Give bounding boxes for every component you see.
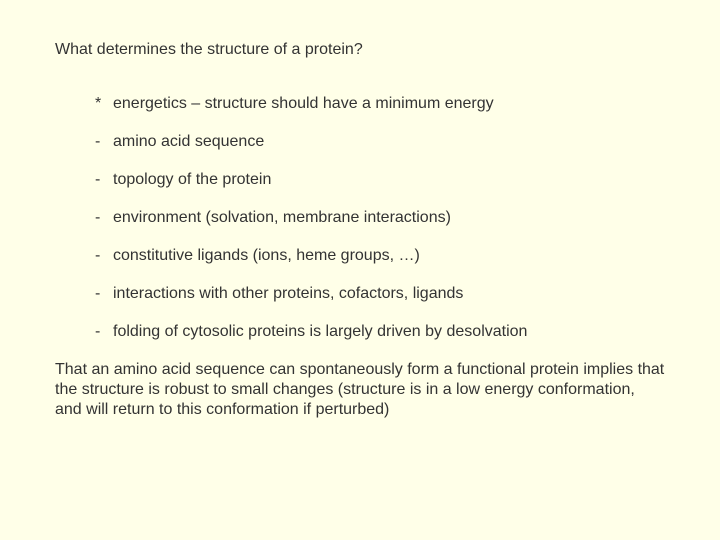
list-item: - folding of cytosolic proteins is large…	[95, 322, 665, 342]
list-text: amino acid sequence	[113, 132, 665, 152]
list-item: * energetics – structure should have a m…	[95, 94, 665, 114]
list-item: - interactions with other proteins, cofa…	[95, 284, 665, 304]
list-item: - environment (solvation, membrane inter…	[95, 208, 665, 228]
list-marker: -	[95, 246, 113, 266]
list-item: - topology of the protein	[95, 170, 665, 190]
list-text: interactions with other proteins, cofact…	[113, 284, 665, 304]
list-text: energetics – structure should have a min…	[113, 94, 665, 114]
bullet-list: * energetics – structure should have a m…	[55, 94, 665, 342]
list-marker: *	[95, 94, 113, 114]
list-text: folding of cytosolic proteins is largely…	[113, 322, 665, 342]
list-item: - constitutive ligands (ions, heme group…	[95, 246, 665, 266]
slide-title: What determines the structure of a prote…	[55, 40, 665, 60]
list-marker: -	[95, 208, 113, 228]
closing-paragraph: That an amino acid sequence can spontane…	[55, 360, 665, 420]
list-marker: -	[95, 170, 113, 190]
list-item: - amino acid sequence	[95, 132, 665, 152]
list-text: environment (solvation, membrane interac…	[113, 208, 665, 228]
list-marker: -	[95, 132, 113, 152]
list-text: topology of the protein	[113, 170, 665, 190]
list-text: constitutive ligands (ions, heme groups,…	[113, 246, 665, 266]
list-marker: -	[95, 322, 113, 342]
list-marker: -	[95, 284, 113, 304]
